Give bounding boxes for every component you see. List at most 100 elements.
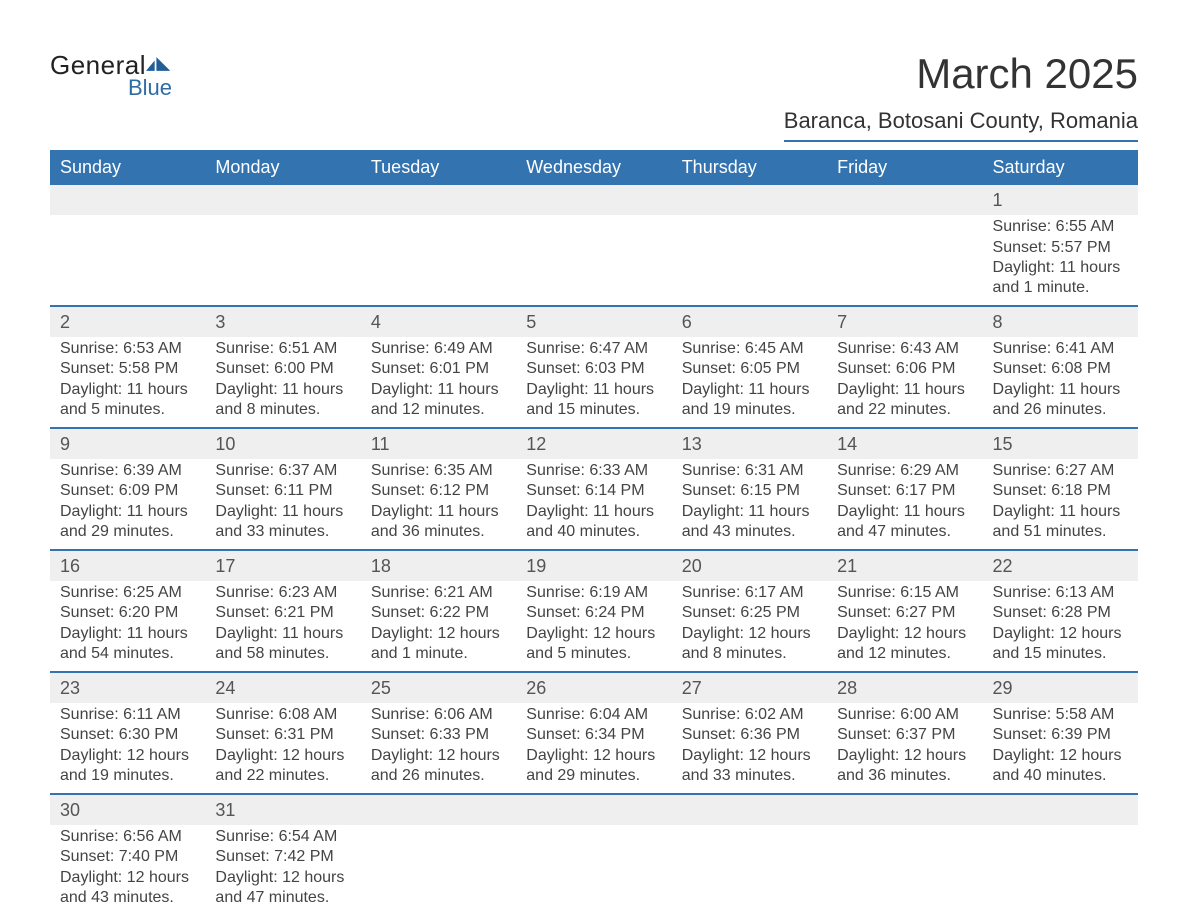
calendar-cell-data: Sunrise: 6:00 AMSunset: 6:37 PMDaylight:…	[827, 703, 982, 794]
sunset-line: Sunset: 6:01 PM	[371, 359, 506, 379]
week-data-row: Sunrise: 6:25 AMSunset: 6:20 PMDaylight:…	[50, 581, 1138, 672]
calendar-cell-daynum: 29	[983, 672, 1138, 703]
calendar-cell-daynum	[205, 185, 360, 215]
calendar-cell-data: Sunrise: 6:43 AMSunset: 6:06 PMDaylight:…	[827, 337, 982, 428]
day-details: Sunrise: 6:17 AMSunset: 6:25 PMDaylight:…	[672, 581, 827, 671]
day-details: Sunrise: 6:33 AMSunset: 6:14 PMDaylight:…	[516, 459, 671, 549]
daylight-line: Daylight: 11 hours and 47 minutes.	[837, 502, 972, 543]
sunset-line: Sunset: 6:22 PM	[371, 603, 506, 623]
day-number-empty	[672, 795, 827, 825]
weekday-header: Sunday	[50, 150, 205, 185]
daylight-line: Daylight: 12 hours and 8 minutes.	[682, 624, 817, 665]
daylight-line: Daylight: 12 hours and 29 minutes.	[526, 746, 661, 787]
day-number: 26	[516, 673, 671, 703]
calendar-cell-data: Sunrise: 5:58 AMSunset: 6:39 PMDaylight:…	[983, 703, 1138, 794]
sunrise-line: Sunrise: 6:19 AM	[526, 583, 661, 603]
calendar-cell-daynum: 8	[983, 306, 1138, 337]
daylight-line: Daylight: 12 hours and 26 minutes.	[371, 746, 506, 787]
sunset-line: Sunset: 6:30 PM	[60, 725, 195, 745]
day-number: 29	[983, 673, 1138, 703]
calendar-cell-data: Sunrise: 6:41 AMSunset: 6:08 PMDaylight:…	[983, 337, 1138, 428]
day-number: 2	[50, 307, 205, 337]
sunset-line: Sunset: 5:58 PM	[60, 359, 195, 379]
sunrise-line: Sunrise: 6:02 AM	[682, 705, 817, 725]
sunset-line: Sunset: 6:05 PM	[682, 359, 817, 379]
title-block: March 2025 Baranca, Botosani County, Rom…	[784, 50, 1138, 142]
daylight-line: Daylight: 11 hours and 19 minutes.	[682, 380, 817, 421]
page-header: General Blue March 2025 Baranca, Botosan…	[50, 50, 1138, 142]
day-details: Sunrise: 6:43 AMSunset: 6:06 PMDaylight:…	[827, 337, 982, 427]
calendar-cell-data	[827, 215, 982, 306]
daylight-line: Daylight: 11 hours and 26 minutes.	[993, 380, 1128, 421]
sunrise-line: Sunrise: 6:11 AM	[60, 705, 195, 725]
daylight-line: Daylight: 12 hours and 47 minutes.	[215, 868, 350, 909]
sunrise-line: Sunrise: 6:13 AM	[993, 583, 1128, 603]
day-number-empty	[205, 185, 360, 215]
calendar-cell-daynum: 21	[827, 550, 982, 581]
day-details: Sunrise: 6:27 AMSunset: 6:18 PMDaylight:…	[983, 459, 1138, 549]
day-number-empty	[827, 795, 982, 825]
daylight-line: Daylight: 11 hours and 36 minutes.	[371, 502, 506, 543]
week-data-row: Sunrise: 6:55 AMSunset: 5:57 PMDaylight:…	[50, 215, 1138, 306]
calendar-cell-data: Sunrise: 6:45 AMSunset: 6:05 PMDaylight:…	[672, 337, 827, 428]
calendar-cell-daynum	[672, 185, 827, 215]
day-number: 21	[827, 551, 982, 581]
calendar-cell-data: Sunrise: 6:37 AMSunset: 6:11 PMDaylight:…	[205, 459, 360, 550]
calendar-cell-data: Sunrise: 6:33 AMSunset: 6:14 PMDaylight:…	[516, 459, 671, 550]
sunrise-line: Sunrise: 6:17 AM	[682, 583, 817, 603]
calendar-cell-daynum: 4	[361, 306, 516, 337]
week-daynum-row: 1	[50, 185, 1138, 215]
sunset-line: Sunset: 5:57 PM	[993, 238, 1128, 258]
sunrise-line: Sunrise: 6:37 AM	[215, 461, 350, 481]
daylight-line: Daylight: 11 hours and 40 minutes.	[526, 502, 661, 543]
sunset-line: Sunset: 6:06 PM	[837, 359, 972, 379]
daylight-line: Daylight: 11 hours and 8 minutes.	[215, 380, 350, 421]
calendar-cell-data	[516, 215, 671, 306]
weekday-header: Thursday	[672, 150, 827, 185]
sunrise-line: Sunrise: 6:21 AM	[371, 583, 506, 603]
day-number-empty	[516, 795, 671, 825]
sunset-line: Sunset: 6:17 PM	[837, 481, 972, 501]
day-number: 1	[983, 185, 1138, 215]
calendar-cell-daynum: 23	[50, 672, 205, 703]
sunrise-line: Sunrise: 6:27 AM	[993, 461, 1128, 481]
sunset-line: Sunset: 6:28 PM	[993, 603, 1128, 623]
day-details: Sunrise: 6:47 AMSunset: 6:03 PMDaylight:…	[516, 337, 671, 427]
day-details: Sunrise: 5:58 AMSunset: 6:39 PMDaylight:…	[983, 703, 1138, 793]
sunrise-line: Sunrise: 6:23 AM	[215, 583, 350, 603]
calendar-cell-daynum: 15	[983, 428, 1138, 459]
day-details: Sunrise: 6:31 AMSunset: 6:15 PMDaylight:…	[672, 459, 827, 549]
day-number-empty	[50, 185, 205, 215]
day-number: 19	[516, 551, 671, 581]
calendar-cell-data: Sunrise: 6:29 AMSunset: 6:17 PMDaylight:…	[827, 459, 982, 550]
sunset-line: Sunset: 6:24 PM	[526, 603, 661, 623]
day-details: Sunrise: 6:55 AMSunset: 5:57 PMDaylight:…	[983, 215, 1138, 305]
sunrise-line: Sunrise: 6:29 AM	[837, 461, 972, 481]
calendar-cell-daynum: 24	[205, 672, 360, 703]
calendar-cell-daynum	[516, 794, 671, 825]
calendar-cell-data: Sunrise: 6:55 AMSunset: 5:57 PMDaylight:…	[983, 215, 1138, 306]
daylight-line: Daylight: 11 hours and 33 minutes.	[215, 502, 350, 543]
calendar-cell-data: Sunrise: 6:08 AMSunset: 6:31 PMDaylight:…	[205, 703, 360, 794]
sunrise-line: Sunrise: 6:51 AM	[215, 339, 350, 359]
sunset-line: Sunset: 6:03 PM	[526, 359, 661, 379]
calendar-cell-data: Sunrise: 6:15 AMSunset: 6:27 PMDaylight:…	[827, 581, 982, 672]
calendar-cell-data: Sunrise: 6:27 AMSunset: 6:18 PMDaylight:…	[983, 459, 1138, 550]
daylight-line: Daylight: 12 hours and 40 minutes.	[993, 746, 1128, 787]
day-details: Sunrise: 6:51 AMSunset: 6:00 PMDaylight:…	[205, 337, 360, 427]
sunset-line: Sunset: 7:42 PM	[215, 847, 350, 867]
daylight-line: Daylight: 11 hours and 12 minutes.	[371, 380, 506, 421]
calendar-cell-daynum	[983, 794, 1138, 825]
sunset-line: Sunset: 6:31 PM	[215, 725, 350, 745]
weekday-header: Friday	[827, 150, 982, 185]
sunrise-line: Sunrise: 6:00 AM	[837, 705, 972, 725]
day-number: 28	[827, 673, 982, 703]
day-number-empty	[672, 185, 827, 215]
calendar-cell-daynum	[50, 185, 205, 215]
sunset-line: Sunset: 6:12 PM	[371, 481, 506, 501]
calendar-cell-data	[672, 215, 827, 306]
calendar-cell-data: Sunrise: 6:25 AMSunset: 6:20 PMDaylight:…	[50, 581, 205, 672]
daylight-line: Daylight: 11 hours and 43 minutes.	[682, 502, 817, 543]
sunset-line: Sunset: 6:34 PM	[526, 725, 661, 745]
calendar-cell-data: Sunrise: 6:47 AMSunset: 6:03 PMDaylight:…	[516, 337, 671, 428]
